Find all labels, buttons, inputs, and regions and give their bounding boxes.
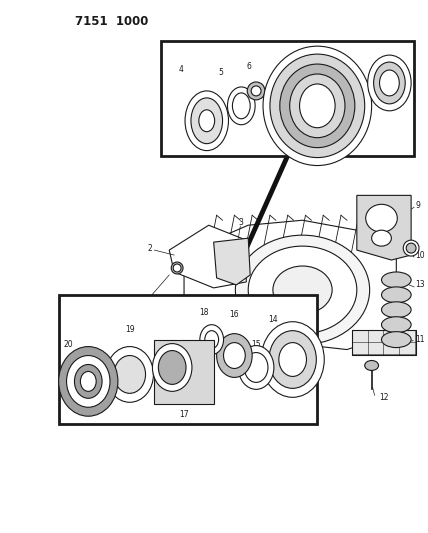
Ellipse shape — [205, 330, 219, 349]
Ellipse shape — [173, 264, 181, 272]
Ellipse shape — [374, 62, 405, 104]
Ellipse shape — [366, 204, 397, 232]
Ellipse shape — [251, 86, 261, 96]
Ellipse shape — [248, 246, 357, 334]
Ellipse shape — [381, 317, 411, 333]
Ellipse shape — [261, 322, 324, 397]
Ellipse shape — [406, 243, 416, 253]
Ellipse shape — [106, 346, 153, 402]
Ellipse shape — [403, 240, 419, 256]
Ellipse shape — [114, 356, 146, 393]
Ellipse shape — [238, 345, 274, 389]
Text: 8: 8 — [378, 61, 383, 69]
Polygon shape — [214, 238, 250, 285]
Ellipse shape — [200, 325, 223, 354]
Ellipse shape — [270, 54, 365, 158]
Bar — [59, 295, 317, 424]
Polygon shape — [169, 225, 246, 288]
Text: 7151  1000: 7151 1000 — [75, 15, 149, 28]
Text: 12: 12 — [380, 393, 389, 402]
Ellipse shape — [191, 98, 223, 144]
Text: 10: 10 — [415, 251, 425, 260]
Text: 5: 5 — [219, 68, 223, 77]
Ellipse shape — [235, 235, 370, 345]
Ellipse shape — [279, 343, 306, 376]
Ellipse shape — [80, 372, 96, 391]
Ellipse shape — [372, 230, 391, 246]
Text: 16: 16 — [229, 310, 239, 319]
Text: 13: 13 — [415, 280, 425, 289]
Text: 19: 19 — [125, 325, 134, 334]
Polygon shape — [184, 220, 396, 350]
Ellipse shape — [269, 330, 316, 389]
Text: 6: 6 — [246, 61, 251, 70]
Ellipse shape — [185, 91, 229, 151]
Ellipse shape — [280, 64, 355, 148]
Ellipse shape — [59, 346, 118, 416]
Text: 2: 2 — [148, 244, 152, 253]
Polygon shape — [155, 340, 214, 404]
Ellipse shape — [244, 352, 268, 382]
Ellipse shape — [381, 332, 411, 348]
Text: 3: 3 — [238, 218, 243, 227]
Ellipse shape — [300, 84, 335, 128]
Ellipse shape — [199, 110, 215, 132]
Text: 11: 11 — [415, 335, 425, 344]
Ellipse shape — [380, 70, 399, 96]
Ellipse shape — [228, 87, 255, 125]
Ellipse shape — [290, 74, 345, 138]
Ellipse shape — [263, 46, 372, 166]
Polygon shape — [352, 330, 416, 354]
Text: 15: 15 — [251, 340, 261, 349]
Ellipse shape — [171, 262, 183, 274]
Text: 17: 17 — [179, 410, 189, 419]
Ellipse shape — [247, 82, 265, 100]
Text: 18: 18 — [199, 308, 208, 317]
Ellipse shape — [66, 356, 110, 407]
Ellipse shape — [381, 302, 411, 318]
Text: 7: 7 — [304, 134, 309, 143]
Ellipse shape — [381, 287, 411, 303]
Ellipse shape — [273, 266, 332, 314]
Ellipse shape — [368, 55, 411, 111]
Text: 4: 4 — [179, 64, 184, 74]
Ellipse shape — [365, 360, 378, 370]
Text: 14: 14 — [268, 315, 278, 324]
Text: 9: 9 — [415, 201, 420, 210]
Ellipse shape — [152, 344, 192, 391]
Ellipse shape — [223, 343, 245, 368]
Ellipse shape — [381, 272, 411, 288]
Ellipse shape — [74, 365, 102, 398]
Text: 20: 20 — [64, 340, 73, 349]
Ellipse shape — [158, 351, 186, 384]
Bar — [161, 41, 414, 156]
Text: 1: 1 — [140, 295, 144, 304]
Ellipse shape — [232, 93, 250, 119]
Polygon shape — [357, 196, 411, 260]
Ellipse shape — [217, 334, 252, 377]
